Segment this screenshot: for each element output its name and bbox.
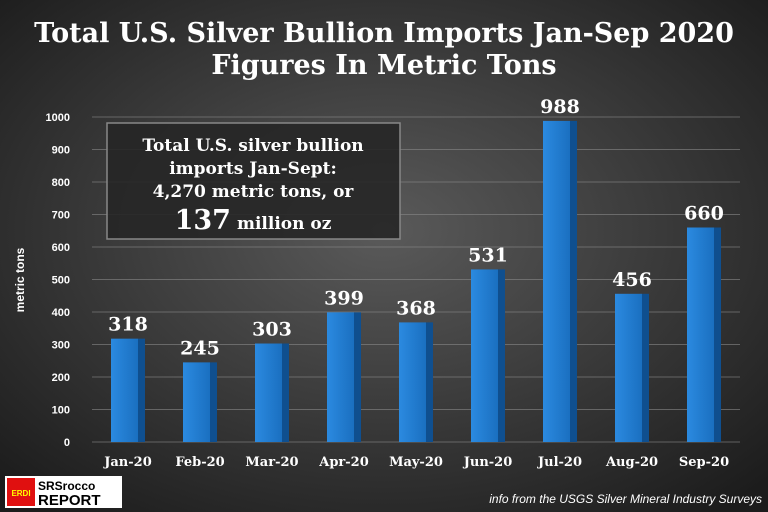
y-tick-label: 300 xyxy=(52,340,70,352)
y-axis-label: metric tons xyxy=(13,247,27,312)
y-tick-label: 100 xyxy=(52,405,70,417)
bar xyxy=(327,312,361,442)
data-label: 318 xyxy=(108,314,148,336)
y-tick-label: 900 xyxy=(52,145,70,157)
data-label: 660 xyxy=(684,203,724,225)
bar xyxy=(543,120,577,443)
x-tick-label: Jul-20 xyxy=(537,455,582,470)
data-label: 303 xyxy=(252,319,292,341)
data-label: 245 xyxy=(180,337,220,359)
x-tick-label: May-20 xyxy=(389,455,443,470)
annotation-box: Total U.S. silver bullion imports Jan-Se… xyxy=(106,122,401,240)
bar xyxy=(255,343,289,442)
logo: ERDI SRSrocco REPORT xyxy=(5,476,122,509)
annotation-line: imports Jan-Sept: xyxy=(169,159,337,179)
bar xyxy=(111,338,145,442)
x-tick-label: Feb-20 xyxy=(175,455,224,470)
data-label: 399 xyxy=(324,287,364,309)
annotation-total: 137 million oz xyxy=(175,205,332,236)
annotation-big-number: 137 xyxy=(175,205,231,236)
y-tick-label: 600 xyxy=(52,242,70,254)
logo-line2: REPORT xyxy=(38,492,101,509)
chart-title: Total U.S. Silver Bullion Imports Jan-Se… xyxy=(34,18,734,49)
bar xyxy=(471,269,505,442)
data-label: 368 xyxy=(396,297,436,319)
y-tick-label: 800 xyxy=(52,177,70,189)
y-tick-label: 400 xyxy=(52,307,70,319)
x-tick-label: Sep-20 xyxy=(679,455,729,470)
x-tick-label: Aug-20 xyxy=(605,455,658,470)
bar xyxy=(183,362,217,442)
bar xyxy=(615,293,649,442)
annotation-big-suffix: million oz xyxy=(237,214,332,234)
data-label: 456 xyxy=(612,269,652,291)
y-tick-label: 500 xyxy=(52,275,70,287)
y-tick-label: 1000 xyxy=(46,112,70,124)
data-label: 988 xyxy=(540,96,580,118)
x-tick-label: Jun-20 xyxy=(463,455,513,470)
x-tick-label: Mar-20 xyxy=(245,455,298,470)
y-tick-label: 700 xyxy=(52,210,70,222)
data-label: 531 xyxy=(468,244,508,266)
logo-line1: SRSrocco xyxy=(38,479,95,493)
chart-subtitle: Figures In Metric Tons xyxy=(211,50,556,81)
source-note: info from the USGS Silver Mineral Indust… xyxy=(489,492,762,506)
y-tick-label: 0 xyxy=(64,437,70,449)
x-tick-label: Jan-20 xyxy=(103,455,152,470)
bar xyxy=(687,227,721,442)
logo-badge: ERDI xyxy=(11,489,30,498)
x-tick-label: Apr-20 xyxy=(318,455,369,470)
bar xyxy=(399,322,433,442)
y-tick-label: 200 xyxy=(52,372,70,384)
annotation-line: Total U.S. silver bullion xyxy=(142,136,363,156)
annotation-line: 4,270 metric tons, or xyxy=(153,182,355,202)
